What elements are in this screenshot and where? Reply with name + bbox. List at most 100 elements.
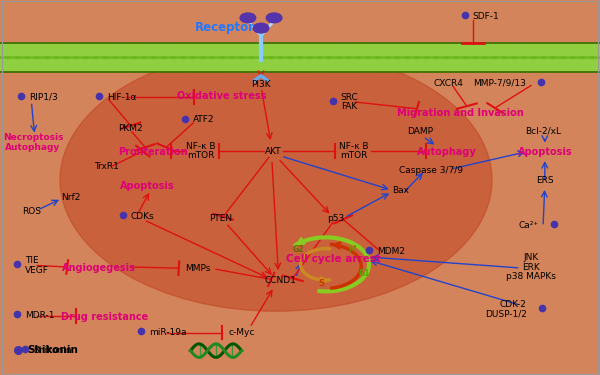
Text: Necroptosis
Autophagy: Necroptosis Autophagy bbox=[3, 133, 63, 152]
Circle shape bbox=[266, 13, 282, 23]
Circle shape bbox=[392, 59, 412, 72]
Circle shape bbox=[577, 43, 597, 56]
Circle shape bbox=[100, 59, 120, 72]
Circle shape bbox=[266, 59, 286, 72]
Text: CDKs: CDKs bbox=[131, 212, 154, 221]
Text: ATF2: ATF2 bbox=[193, 116, 215, 124]
Text: PKM2: PKM2 bbox=[118, 124, 143, 133]
Circle shape bbox=[275, 59, 295, 72]
Circle shape bbox=[568, 59, 587, 72]
Circle shape bbox=[266, 43, 286, 56]
Circle shape bbox=[470, 59, 490, 72]
Circle shape bbox=[490, 43, 509, 56]
Circle shape bbox=[548, 43, 568, 56]
Circle shape bbox=[253, 23, 269, 33]
Text: Apoptosis: Apoptosis bbox=[119, 181, 175, 190]
Circle shape bbox=[480, 59, 500, 72]
Circle shape bbox=[256, 59, 276, 72]
Circle shape bbox=[509, 43, 529, 56]
Circle shape bbox=[295, 59, 315, 72]
Circle shape bbox=[42, 59, 62, 72]
Circle shape bbox=[236, 43, 256, 56]
Circle shape bbox=[32, 43, 52, 56]
Circle shape bbox=[91, 43, 110, 56]
Circle shape bbox=[240, 13, 256, 23]
Circle shape bbox=[246, 43, 266, 56]
Circle shape bbox=[130, 59, 149, 72]
Text: Ca²⁺: Ca²⁺ bbox=[518, 221, 539, 230]
Circle shape bbox=[441, 59, 461, 72]
Circle shape bbox=[421, 43, 442, 56]
Circle shape bbox=[509, 59, 529, 72]
Circle shape bbox=[119, 43, 140, 56]
Text: S: S bbox=[319, 279, 325, 288]
Circle shape bbox=[314, 43, 334, 56]
Text: SRC
FAK: SRC FAK bbox=[341, 93, 359, 111]
Text: PTEN: PTEN bbox=[209, 214, 232, 223]
Circle shape bbox=[558, 59, 578, 72]
Circle shape bbox=[558, 43, 578, 56]
Circle shape bbox=[353, 43, 373, 56]
Circle shape bbox=[61, 59, 81, 72]
Circle shape bbox=[178, 59, 198, 72]
Text: Shikonin: Shikonin bbox=[28, 345, 79, 355]
Circle shape bbox=[0, 59, 13, 72]
Circle shape bbox=[61, 43, 81, 56]
Circle shape bbox=[217, 59, 237, 72]
Text: G2: G2 bbox=[293, 245, 304, 254]
Circle shape bbox=[305, 59, 325, 72]
Text: TrxR1: TrxR1 bbox=[94, 162, 119, 171]
Circle shape bbox=[519, 43, 539, 56]
Circle shape bbox=[324, 43, 344, 56]
Circle shape bbox=[3, 43, 23, 56]
Circle shape bbox=[275, 43, 295, 56]
Text: MMP-7/9/13: MMP-7/9/13 bbox=[473, 79, 526, 88]
Text: Migration and Invasion: Migration and Invasion bbox=[397, 108, 524, 117]
Ellipse shape bbox=[60, 49, 492, 311]
Circle shape bbox=[295, 43, 315, 56]
Circle shape bbox=[168, 59, 188, 72]
Circle shape bbox=[587, 43, 600, 56]
Circle shape bbox=[529, 59, 548, 72]
Text: Receptor: Receptor bbox=[195, 21, 255, 34]
Circle shape bbox=[412, 43, 432, 56]
Circle shape bbox=[344, 43, 364, 56]
Circle shape bbox=[207, 43, 227, 56]
Circle shape bbox=[110, 59, 130, 72]
Text: Autophagy: Autophagy bbox=[417, 147, 477, 157]
Circle shape bbox=[13, 43, 32, 56]
Circle shape bbox=[441, 43, 461, 56]
Circle shape bbox=[139, 59, 159, 72]
Circle shape bbox=[363, 59, 383, 72]
Circle shape bbox=[0, 43, 13, 56]
Circle shape bbox=[42, 43, 62, 56]
Circle shape bbox=[130, 43, 149, 56]
Text: HIF-1α: HIF-1α bbox=[107, 93, 136, 102]
Text: CCND1: CCND1 bbox=[265, 276, 297, 285]
Circle shape bbox=[256, 43, 276, 56]
Circle shape bbox=[529, 43, 548, 56]
Circle shape bbox=[227, 59, 247, 72]
Circle shape bbox=[587, 59, 600, 72]
Text: G1: G1 bbox=[359, 268, 370, 278]
Text: CXCR4: CXCR4 bbox=[434, 79, 464, 88]
Circle shape bbox=[197, 59, 217, 72]
Text: c-Myc: c-Myc bbox=[228, 328, 254, 337]
Circle shape bbox=[22, 43, 42, 56]
Circle shape bbox=[227, 43, 247, 56]
Circle shape bbox=[285, 59, 305, 72]
Circle shape bbox=[402, 43, 422, 56]
Text: miR-19a: miR-19a bbox=[149, 328, 187, 337]
Circle shape bbox=[119, 59, 140, 72]
Text: RIP1/3: RIP1/3 bbox=[29, 93, 58, 102]
Circle shape bbox=[392, 43, 412, 56]
Text: Shikonin: Shikonin bbox=[33, 346, 71, 355]
Text: Caspase 3/7/9: Caspase 3/7/9 bbox=[399, 166, 463, 175]
Text: AKT: AKT bbox=[265, 147, 282, 156]
Text: TIE
VEGF: TIE VEGF bbox=[25, 256, 49, 275]
Circle shape bbox=[470, 43, 490, 56]
Circle shape bbox=[353, 59, 373, 72]
Circle shape bbox=[246, 59, 266, 72]
Circle shape bbox=[490, 59, 509, 72]
Text: NF-κ B
mTOR: NF-κ B mTOR bbox=[186, 142, 216, 160]
